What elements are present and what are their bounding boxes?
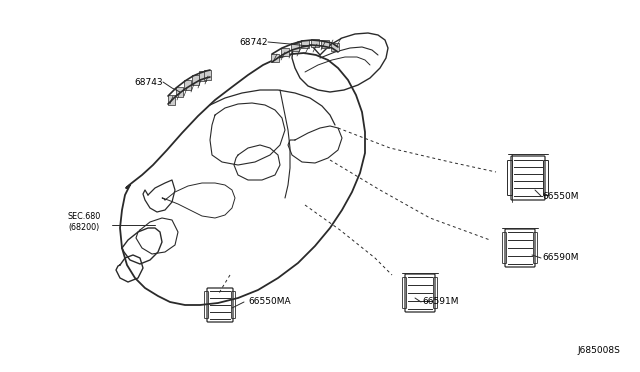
Bar (168, 95, 175, 105)
Bar (311, 39, 319, 47)
Text: 68742: 68742 (239, 38, 268, 46)
Text: 66591M: 66591M (422, 298, 458, 307)
Bar (199, 71, 206, 81)
Text: SEC.680
(68200): SEC.680 (68200) (68, 212, 101, 232)
Text: J685008S: J685008S (577, 346, 620, 355)
Bar (176, 87, 183, 97)
Text: 66590M: 66590M (542, 253, 579, 263)
Bar (291, 43, 299, 51)
Bar (204, 70, 211, 80)
Text: 66550MA: 66550MA (248, 298, 291, 307)
Text: 66550M: 66550M (542, 192, 579, 201)
Text: 68743: 68743 (134, 77, 163, 87)
Bar (281, 48, 289, 56)
Bar (321, 40, 329, 48)
Bar (271, 54, 279, 62)
Bar (301, 40, 309, 48)
Bar (192, 75, 199, 85)
Bar (184, 80, 191, 90)
Bar (331, 43, 339, 51)
